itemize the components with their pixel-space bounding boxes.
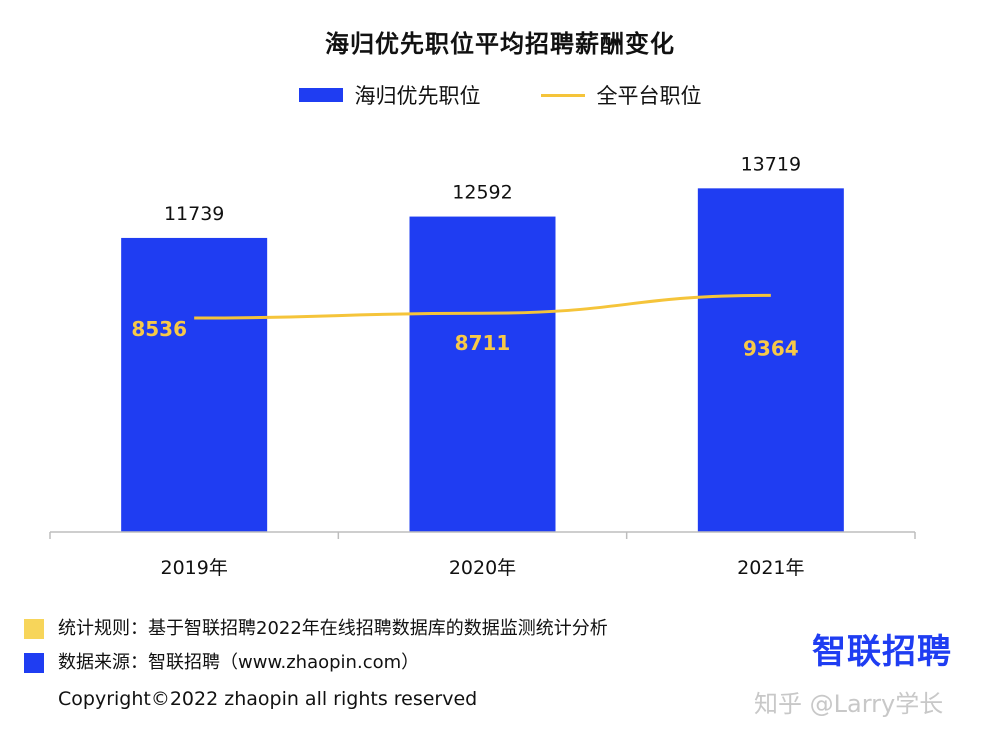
- chart-title: 海归优先职位平均招聘薪酬变化: [325, 30, 675, 58]
- line-value-label-3: 9364: [743, 336, 799, 360]
- legend-swatch-bar: [298, 88, 343, 102]
- bar-3: [697, 188, 844, 532]
- brand-logo: 智联招聘: [812, 632, 952, 672]
- legend-item-bars: 海归优先职位: [298, 80, 481, 110]
- rule-note-text: 统计规则：基于智联招聘2022年在线招聘数据库的数据监测统计分析: [58, 618, 608, 639]
- x-tick-label-1: 2019年: [160, 557, 227, 579]
- legend-label-line: 全平台职位: [596, 84, 702, 108]
- rule-note-row: 统计规则：基于智联招聘2022年在线招聘数据库的数据监测统计分析: [24, 612, 608, 646]
- legend-swatch-line: [540, 93, 585, 97]
- bar-value-label-3: 13719: [741, 153, 801, 175]
- bar-value-label-1: 11739: [164, 203, 224, 225]
- source-note-row: 数据来源：智联招聘（www.zhaopin.com）: [24, 646, 608, 680]
- source-note-square: [24, 653, 44, 673]
- watermark-text: 知乎 @Larry学长: [754, 690, 944, 718]
- bar-value-label-2: 12592: [452, 182, 512, 204]
- line-layer: [194, 293, 771, 320]
- bar-1: [121, 237, 268, 532]
- source-note-text: 数据来源：智联招聘（www.zhaopin.com）: [58, 652, 420, 673]
- x-axis: 2019年 2020年 2021年: [49, 531, 916, 579]
- legend-item-line: 全平台职位: [540, 80, 702, 110]
- line-value-label-2: 8711: [455, 331, 511, 355]
- legend-label-bars: 海归优先职位: [354, 84, 481, 108]
- labels-layer: 11739 12592 13719 8536 8711 9364: [131, 153, 801, 360]
- series-line-all-platform: [194, 293, 771, 320]
- rule-note-square: [24, 619, 44, 639]
- bar-2: [409, 216, 556, 532]
- x-tick-label-2: 2020年: [449, 557, 516, 579]
- line-value-label-1: 8536: [131, 317, 187, 341]
- chart-plot: 2019年 2020年 2021年 11739 12592 13719 8536 8711 9…: [49, 153, 916, 579]
- bars-layer: [121, 188, 844, 532]
- x-tick-label-3: 2021年: [737, 557, 804, 579]
- footer-notes: 统计规则：基于智联招聘2022年在线招聘数据库的数据监测统计分析 数据来源：智联…: [24, 612, 608, 680]
- copyright-text: Copyright©2022 zhaopin all rights reserv…: [58, 688, 478, 710]
- legend: 海归优先职位 全平台职位: [0, 80, 1000, 110]
